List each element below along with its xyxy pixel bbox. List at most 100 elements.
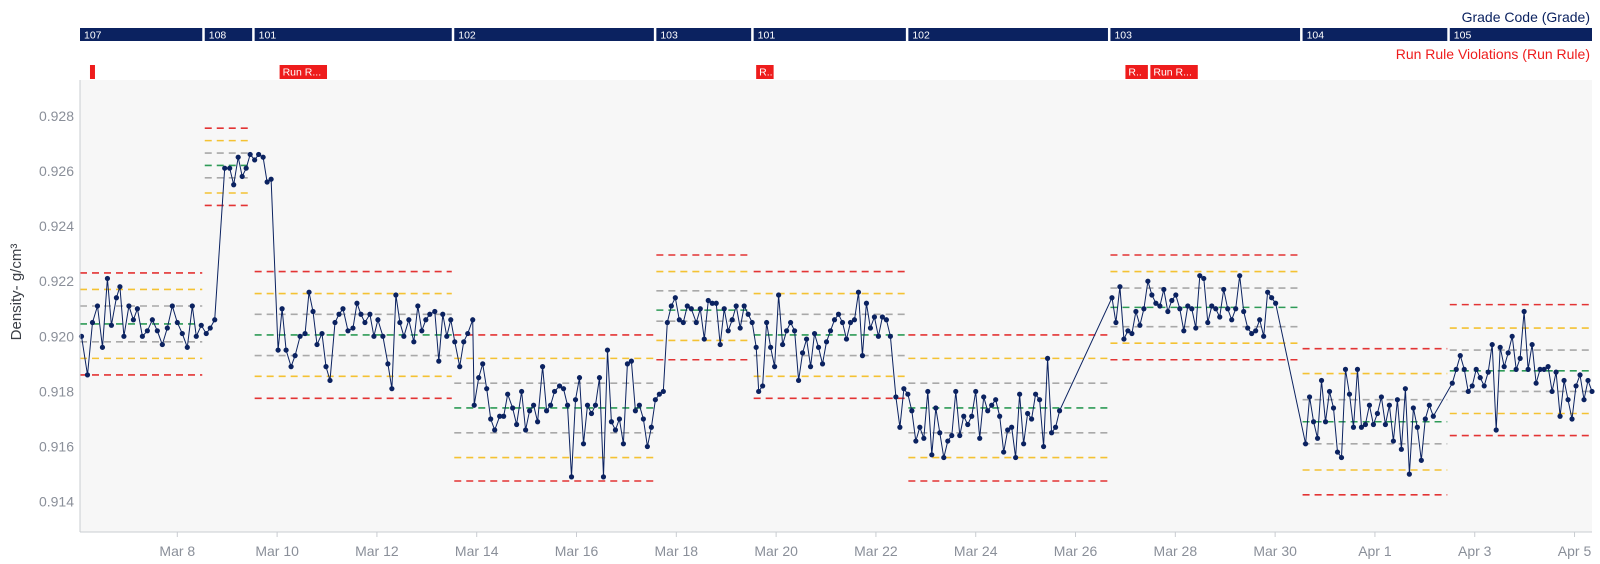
grade-segment-label: 107 xyxy=(84,30,102,42)
x-tick-label: Mar 14 xyxy=(455,543,499,559)
data-point xyxy=(1193,325,1199,331)
data-point xyxy=(632,408,638,414)
data-point xyxy=(534,419,541,425)
data-point xyxy=(212,317,218,323)
data-point xyxy=(787,319,794,326)
data-point xyxy=(985,408,991,414)
data-point xyxy=(1509,333,1515,339)
data-point xyxy=(1269,295,1275,301)
data-point xyxy=(1189,306,1195,312)
data-point xyxy=(887,333,893,339)
data-point xyxy=(656,391,662,397)
grade-segment xyxy=(656,28,752,41)
data-point xyxy=(556,383,563,389)
data-point xyxy=(905,391,911,397)
data-point xyxy=(531,402,537,408)
data-point xyxy=(879,314,886,320)
data-point xyxy=(701,336,707,342)
data-point xyxy=(1044,355,1051,361)
data-point xyxy=(835,311,842,317)
data-point xyxy=(729,317,735,323)
data-point xyxy=(268,176,274,182)
data-point xyxy=(1398,446,1404,452)
data-point xyxy=(803,336,810,342)
data-point xyxy=(380,333,386,339)
data-point xyxy=(1197,273,1203,279)
data-point xyxy=(415,303,421,309)
data-point xyxy=(358,311,364,317)
violation-track-title: Run Rule Violations (Run Rule) xyxy=(1396,46,1590,62)
data-point xyxy=(823,339,830,345)
data-point xyxy=(921,435,927,441)
data-point xyxy=(953,388,959,395)
data-point xyxy=(340,306,346,312)
x-tick-label: Mar 20 xyxy=(754,543,798,559)
data-point xyxy=(721,306,727,312)
data-point xyxy=(1040,443,1047,450)
data-point xyxy=(1537,366,1543,372)
data-point xyxy=(134,306,140,312)
data-point xyxy=(1221,286,1227,293)
data-point xyxy=(452,339,458,345)
data-point xyxy=(1225,306,1231,312)
data-point xyxy=(1257,317,1263,323)
data-point xyxy=(993,397,999,403)
data-point xyxy=(198,322,204,328)
data-point xyxy=(1565,397,1571,403)
data-point xyxy=(1477,375,1483,381)
data-point xyxy=(693,319,699,326)
data-point xyxy=(1525,366,1531,372)
data-point xyxy=(306,289,312,295)
data-point xyxy=(997,413,1003,419)
data-point xyxy=(1017,391,1023,397)
data-point xyxy=(1426,402,1432,408)
y-axis-ticks: 0.914 0.916 0.918 0.920 0.922 0.924 0.926 0.928 xyxy=(39,108,74,510)
data-point xyxy=(969,413,975,419)
data-point xyxy=(957,432,963,439)
y-tick-label: 0.920 xyxy=(39,328,74,344)
violation-segment-label: R.. xyxy=(759,67,772,79)
data-point xyxy=(1129,330,1135,337)
grade-segment xyxy=(1110,28,1301,41)
x-tick-label: Apr 1 xyxy=(1358,543,1392,559)
data-point xyxy=(883,317,890,323)
grade-segment xyxy=(753,28,906,41)
data-point xyxy=(367,311,373,317)
data-point xyxy=(1241,308,1247,315)
data-point xyxy=(310,308,316,315)
data-point xyxy=(1125,328,1131,334)
data-point xyxy=(1036,397,1043,403)
data-point xyxy=(1173,292,1179,298)
data-point xyxy=(756,388,762,395)
data-point xyxy=(705,297,711,304)
data-point xyxy=(179,330,185,337)
data-point xyxy=(1485,369,1491,375)
data-point xyxy=(1569,416,1575,422)
data-point xyxy=(1553,369,1559,375)
data-point xyxy=(1245,325,1251,331)
data-point xyxy=(831,317,838,323)
data-point xyxy=(1406,471,1412,477)
data-point xyxy=(184,344,190,350)
data-point xyxy=(164,325,170,331)
data-point xyxy=(1465,388,1471,395)
data-point xyxy=(1141,306,1147,312)
data-point xyxy=(568,474,575,480)
data-point xyxy=(811,330,818,337)
data-point xyxy=(523,427,529,433)
data-point xyxy=(427,311,433,317)
data-point xyxy=(815,344,822,350)
data-point xyxy=(1374,410,1381,417)
data-point xyxy=(588,410,595,417)
y-tick-label: 0.918 xyxy=(39,383,74,399)
data-point xyxy=(207,325,213,331)
data-point xyxy=(1306,394,1313,400)
data-point xyxy=(733,303,739,309)
data-point xyxy=(664,319,670,326)
grade-segment xyxy=(80,28,203,41)
violation-segment-label: Run R... xyxy=(1153,67,1192,79)
grade-segment-label: 103 xyxy=(1114,30,1132,42)
y-tick-label: 0.922 xyxy=(39,273,74,289)
data-point xyxy=(222,165,228,171)
data-point xyxy=(684,303,690,309)
